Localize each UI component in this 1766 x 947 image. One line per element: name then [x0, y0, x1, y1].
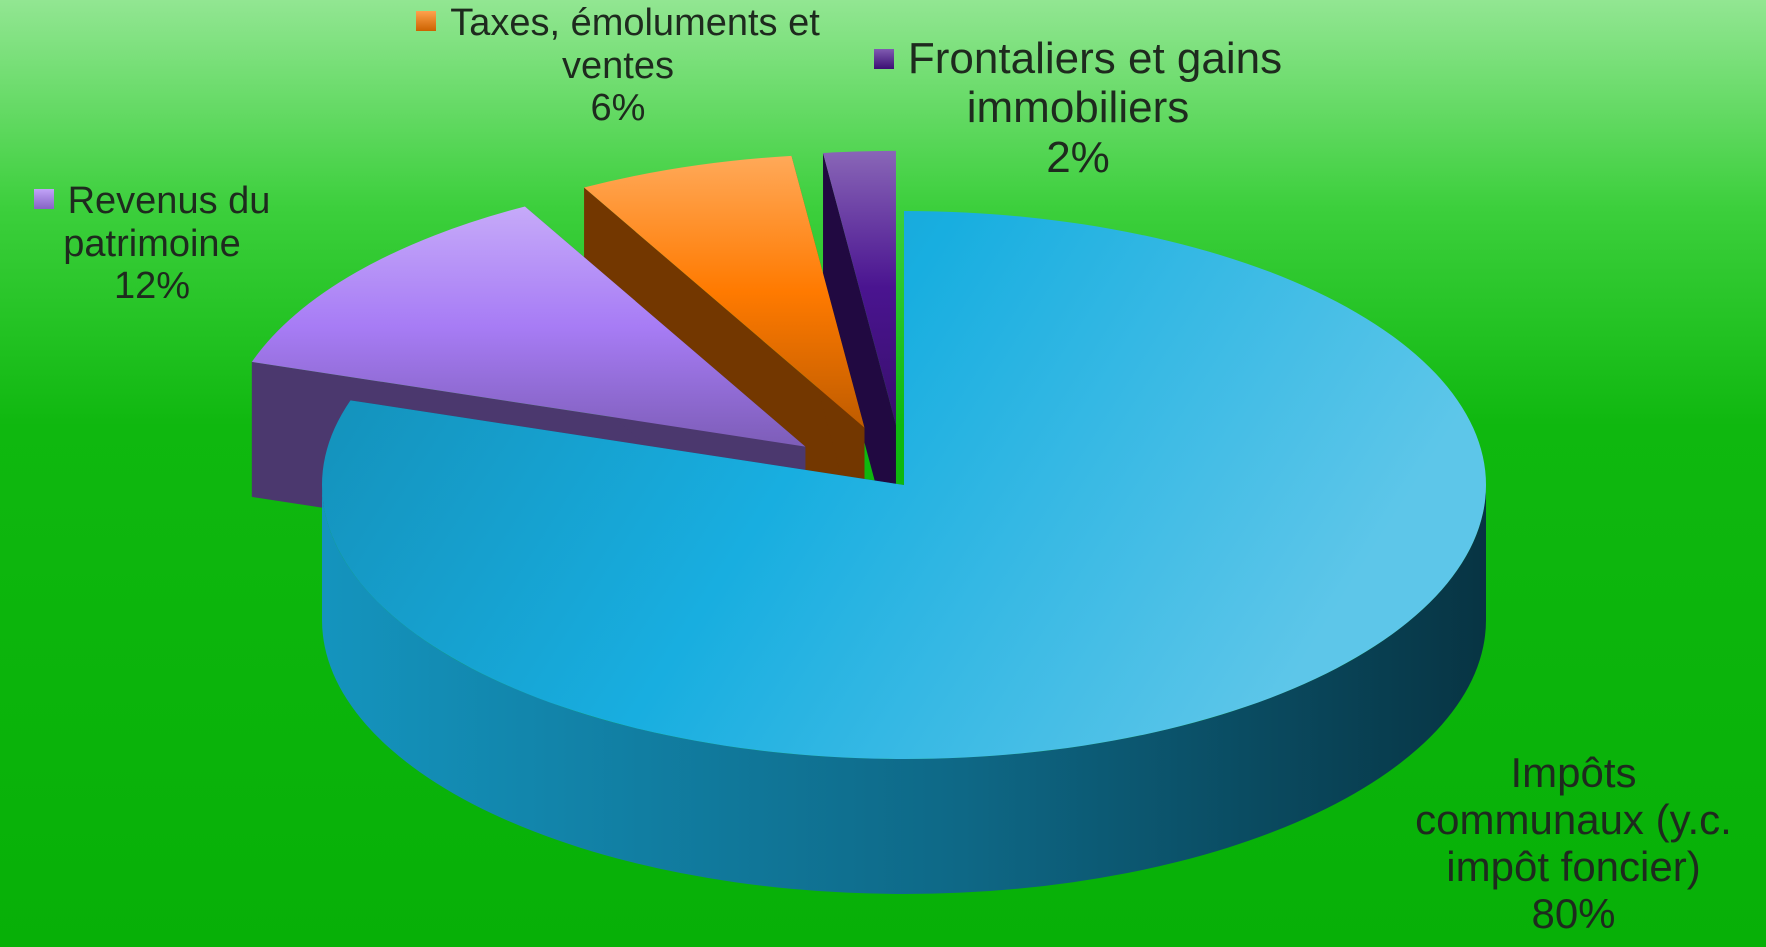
legend-marker [33, 189, 54, 209]
value-label: 80% [1531, 890, 1616, 938]
value-label: 6% [590, 87, 646, 130]
category-name: Taxes, émoluments et ventes [450, 2, 820, 87]
value-label: 12% [113, 265, 191, 308]
category-name: Revenus du patrimoine [63, 180, 271, 265]
category-name: Impôts communaux (y.c. impôt foncier) [1415, 749, 1732, 891]
slice [823, 150, 896, 560]
slice-wall [823, 152, 896, 560]
slice-label: Impôts communaux (y.c. impôt foncier) 80% [1401, 749, 1746, 937]
slice-top [251, 206, 806, 447]
category-name: Frontaliers et gains immobiliers [907, 34, 1283, 133]
slice-rim [322, 485, 1486, 894]
slice-label: Revenus du patrimoine 12% [22, 180, 282, 308]
slice-top [322, 211, 1487, 759]
legend-marker [416, 11, 437, 31]
slice-top [823, 150, 896, 425]
slice [322, 211, 1487, 894]
legend-marker [873, 49, 894, 69]
slice-top [584, 155, 865, 428]
slice-label: Taxes, émoluments et ventes 6% [408, 2, 828, 130]
value-label: 2% [1046, 132, 1110, 182]
slice-label: Frontaliers et gains immobiliers 2% [858, 34, 1298, 182]
